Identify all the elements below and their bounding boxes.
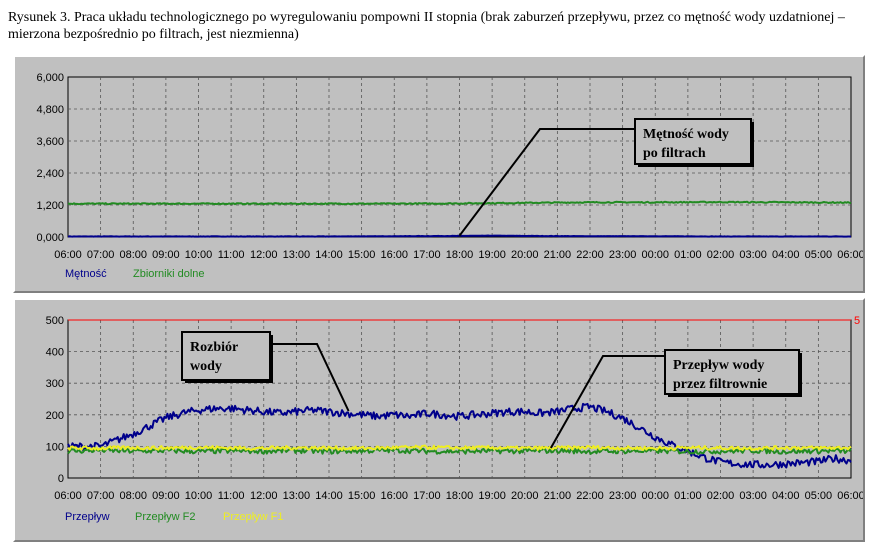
x-tick-label: 16:00: [380, 490, 408, 502]
x-tick-label: 06:00: [54, 249, 82, 261]
x-tick-label: 11:00: [218, 490, 245, 502]
x-tick-label: 00:00: [641, 490, 669, 502]
x-tick-label: 08:00: [119, 490, 147, 502]
y-tick-label: 6,000: [36, 72, 64, 84]
annotation-text: wody: [190, 359, 222, 374]
y-tick-label: 200: [46, 410, 64, 422]
x-tick-label: 01:00: [674, 490, 702, 502]
y-tick-label: 500: [46, 315, 64, 327]
x-tick-label: 23:00: [609, 490, 637, 502]
x-tick-label: 20:00: [511, 249, 539, 261]
legend-entry: Przepływ F1: [223, 511, 284, 523]
x-tick-label: 23:00: [609, 249, 637, 261]
series-line: [67, 444, 852, 451]
x-tick-label: 19:00: [478, 249, 506, 261]
x-tick-label: 15:00: [348, 490, 376, 502]
flow-chart: 06:00 07:00 08:00 09:00 10:00 11:00 12:00 13:00…: [46, 315, 863, 523]
annotation-leader: [270, 343, 350, 412]
x-tick-label: 10:00: [185, 490, 213, 502]
x-tick-label: 06:00: [837, 490, 863, 502]
x-tick-label: 10:00: [185, 249, 213, 261]
x-tick-label: 13:00: [283, 490, 311, 502]
y-tick-label: 4,800: [36, 104, 64, 116]
legend-entry: Przepływ F2: [135, 511, 196, 523]
x-tick-label: 21:00: [544, 249, 572, 261]
series-line: [67, 446, 852, 455]
series-line: [67, 402, 852, 469]
flow-chart-panel: 06:00 07:00 08:00 09:00 10:00 11:00 12:00 13:00…: [13, 298, 865, 542]
annotation-box: [664, 349, 800, 395]
x-tick-label: 17:00: [413, 249, 441, 261]
annotation-text: Rozbiór: [190, 340, 238, 355]
x-tick-label: 14:00: [315, 490, 343, 502]
x-tick-label: 04:00: [772, 249, 800, 261]
x-tick-label: 01:00: [674, 249, 702, 261]
annotation-box: [634, 118, 752, 165]
x-tick-label: 17:00: [413, 490, 441, 502]
x-tick-label: 00:00: [641, 249, 669, 261]
x-tick-label: 07:00: [87, 490, 115, 502]
x-tick-label: 06:00: [54, 490, 82, 502]
x-tick-label: 18:00: [446, 249, 474, 261]
x-tick-label: 13:00: [283, 249, 311, 261]
x-tick-label: 22:00: [576, 249, 604, 261]
annotation-leader: [549, 355, 665, 449]
x-tick-label: 04:00: [772, 490, 800, 502]
series-line: [67, 234, 852, 238]
annotation-leader: [458, 128, 635, 237]
y-tick-label: 3,600: [36, 136, 64, 148]
y-tick-label: 0: [58, 473, 64, 485]
annotation-text: Mętność wody: [643, 127, 729, 142]
x-tick-label: 03:00: [739, 490, 767, 502]
x-tick-label: 19:00: [478, 490, 506, 502]
annotation-text: po filtrach: [643, 146, 706, 161]
x-tick-label: 21:00: [544, 490, 572, 502]
x-tick-label: 11:00: [218, 249, 245, 261]
x-tick-label: 18:00: [446, 490, 474, 502]
x-tick-label: 05:00: [805, 490, 833, 502]
series-line: [67, 200, 852, 206]
x-tick-label: 02:00: [707, 490, 735, 502]
turbidity-chart: 06:00 07:00 08:00 09:00 10:00 11:00 12:00 13:00…: [36, 72, 863, 280]
y-tick-label: 2,400: [36, 168, 64, 180]
figure-caption: Rysunek 3. Praca układu technologicznego…: [8, 10, 845, 42]
x-tick-label: 02:00: [707, 249, 735, 261]
x-tick-label: 03:00: [739, 249, 767, 261]
y-tick-label: 300: [46, 378, 64, 390]
x-tick-label: 12:00: [250, 249, 278, 261]
x-tick-label: 07:00: [87, 249, 115, 261]
y-tick-label: 0,000: [36, 232, 64, 244]
x-tick-label: 08:00: [119, 249, 147, 261]
annotation-box: [181, 331, 271, 381]
x-tick-label: 20:00: [511, 490, 539, 502]
legend-entry: Mętność: [65, 268, 107, 280]
x-tick-label: 06:00: [837, 249, 863, 261]
annotation-text: przez filtrownie: [673, 377, 767, 392]
x-tick-label: 05:00: [805, 249, 833, 261]
y-tick-label: 1,200: [36, 200, 64, 212]
x-tick-label: 22:00: [576, 490, 604, 502]
legend-entry: Przepływ: [65, 511, 110, 523]
right-axis-label: 5: [854, 315, 860, 327]
x-tick-label: 15:00: [348, 249, 376, 261]
x-tick-label: 16:00: [380, 249, 408, 261]
x-tick-label: 09:00: [152, 249, 180, 261]
annotation-text: Przepływ wody: [673, 358, 764, 373]
x-tick-label: 09:00: [152, 490, 180, 502]
x-tick-label: 14:00: [315, 249, 343, 261]
turbidity-chart-panel: 06:00 07:00 08:00 09:00 10:00 11:00 12:00 13:00…: [13, 55, 865, 293]
y-tick-label: 100: [46, 441, 64, 453]
x-tick-label: 12:00: [250, 490, 278, 502]
y-tick-label: 400: [46, 347, 64, 359]
legend-entry: Zbiorniki dolne: [133, 268, 205, 280]
